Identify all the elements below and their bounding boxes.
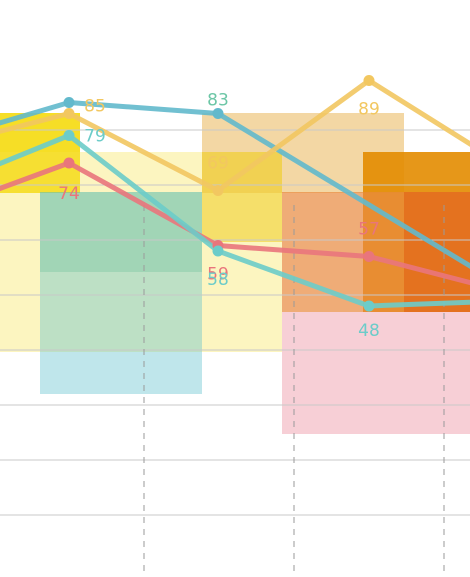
data-label: 83 bbox=[207, 91, 229, 111]
data-point bbox=[63, 130, 75, 141]
series-points bbox=[63, 75, 375, 312]
data-point bbox=[212, 108, 224, 119]
data-point bbox=[212, 185, 224, 196]
block-yellow-mid bbox=[202, 152, 282, 242]
series-line bbox=[0, 100, 470, 269]
data-label: 59 bbox=[207, 265, 229, 285]
data-labels: 74 59 57 79 58 48 85 69 89 83 bbox=[58, 91, 380, 342]
data-point bbox=[63, 108, 75, 119]
data-point bbox=[363, 251, 375, 262]
block-deep-orange bbox=[404, 192, 470, 312]
block-green bbox=[40, 192, 202, 272]
data-label: 89 bbox=[358, 100, 380, 120]
data-label: 58 bbox=[207, 270, 229, 290]
data-point bbox=[63, 97, 75, 108]
data-label: 74 bbox=[58, 184, 80, 204]
data-point bbox=[363, 300, 375, 312]
data-label: 79 bbox=[84, 127, 106, 147]
data-point bbox=[63, 157, 75, 169]
data-label: 85 bbox=[84, 97, 106, 117]
data-label: 69 bbox=[207, 154, 229, 174]
block-pink bbox=[282, 312, 470, 434]
data-label: 48 bbox=[358, 321, 380, 341]
data-point bbox=[363, 75, 375, 86]
block-teal bbox=[40, 192, 202, 394]
gridlines bbox=[0, 129, 470, 577]
data-point bbox=[212, 245, 224, 257]
data-label: 57 bbox=[358, 220, 380, 240]
